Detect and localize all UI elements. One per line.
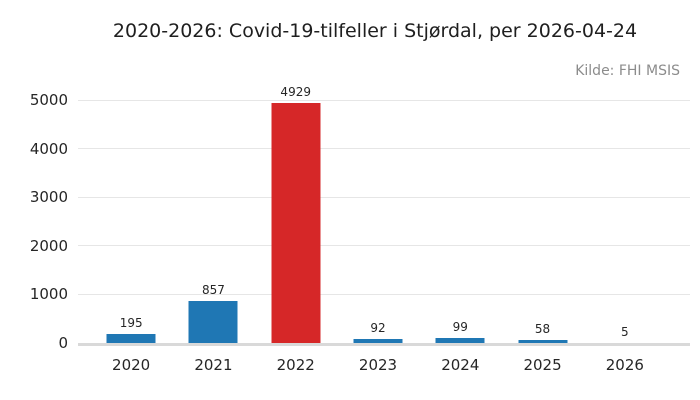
y-tick-label-3000: 3000	[29, 188, 68, 207]
x-tick-label-2020: 2020	[112, 356, 151, 374]
bar-value-label-2021: 857	[201, 283, 225, 298]
x-tick-label-2026: 2026	[605, 356, 644, 374]
bar-slot-2020: 195	[90, 100, 172, 343]
y-tick-label-0: 0	[58, 334, 68, 352]
bar-slot-2026: 5	[584, 100, 666, 343]
y-tick-label-1000: 1000	[29, 285, 68, 304]
gridline-5000	[78, 99, 690, 101]
bar-value-label-2020: 195	[119, 315, 143, 330]
x-tick-label-2024: 2024	[441, 356, 480, 374]
bar-value-label-2026: 5	[621, 324, 629, 339]
bar-slot-2022: 4929	[255, 85, 337, 343]
x-axis-line	[78, 343, 690, 346]
x-tick-label-2025: 2025	[523, 356, 562, 374]
bar-slot-2024: 99	[419, 100, 501, 343]
bar-2021	[188, 301, 238, 343]
bar-2023	[353, 338, 403, 343]
bar-value-label-2022: 4929	[280, 85, 311, 100]
bar-value-label-2024: 99	[452, 320, 468, 335]
x-tick-label-2021: 2021	[194, 356, 233, 374]
y-tick-label-5000: 5000	[29, 91, 68, 109]
gridline-3000	[78, 196, 690, 198]
bar-value-label-2025: 58	[534, 322, 551, 337]
x-tick-label-2023: 2023	[358, 356, 398, 374]
y-tick-label-4000: 4000	[29, 139, 68, 158]
bars-area: 195 857 4929 92 99 58 5	[90, 85, 666, 343]
bar-slot-2023: 92	[337, 100, 419, 343]
x-tick-label-2022: 2022	[276, 356, 315, 374]
y-tick-label-2000: 2000	[29, 236, 68, 255]
gridline-1000	[78, 293, 690, 295]
chart-title: 2020-2026: Covid-19-tilfeller i Stjørdal…	[112, 20, 638, 42]
bar-2020	[106, 333, 156, 343]
bar-slot-2021: 857	[172, 100, 254, 343]
bar-value-label-2023: 92	[370, 320, 386, 335]
bar-slot-2025: 58	[501, 100, 583, 343]
gridline-2000	[78, 245, 690, 247]
bar-2022	[271, 103, 321, 343]
bar-2024	[435, 338, 485, 343]
source-label: Kilde: FHI MSIS	[575, 63, 680, 79]
bar-2025	[518, 340, 568, 343]
gridline-4000	[78, 148, 690, 150]
